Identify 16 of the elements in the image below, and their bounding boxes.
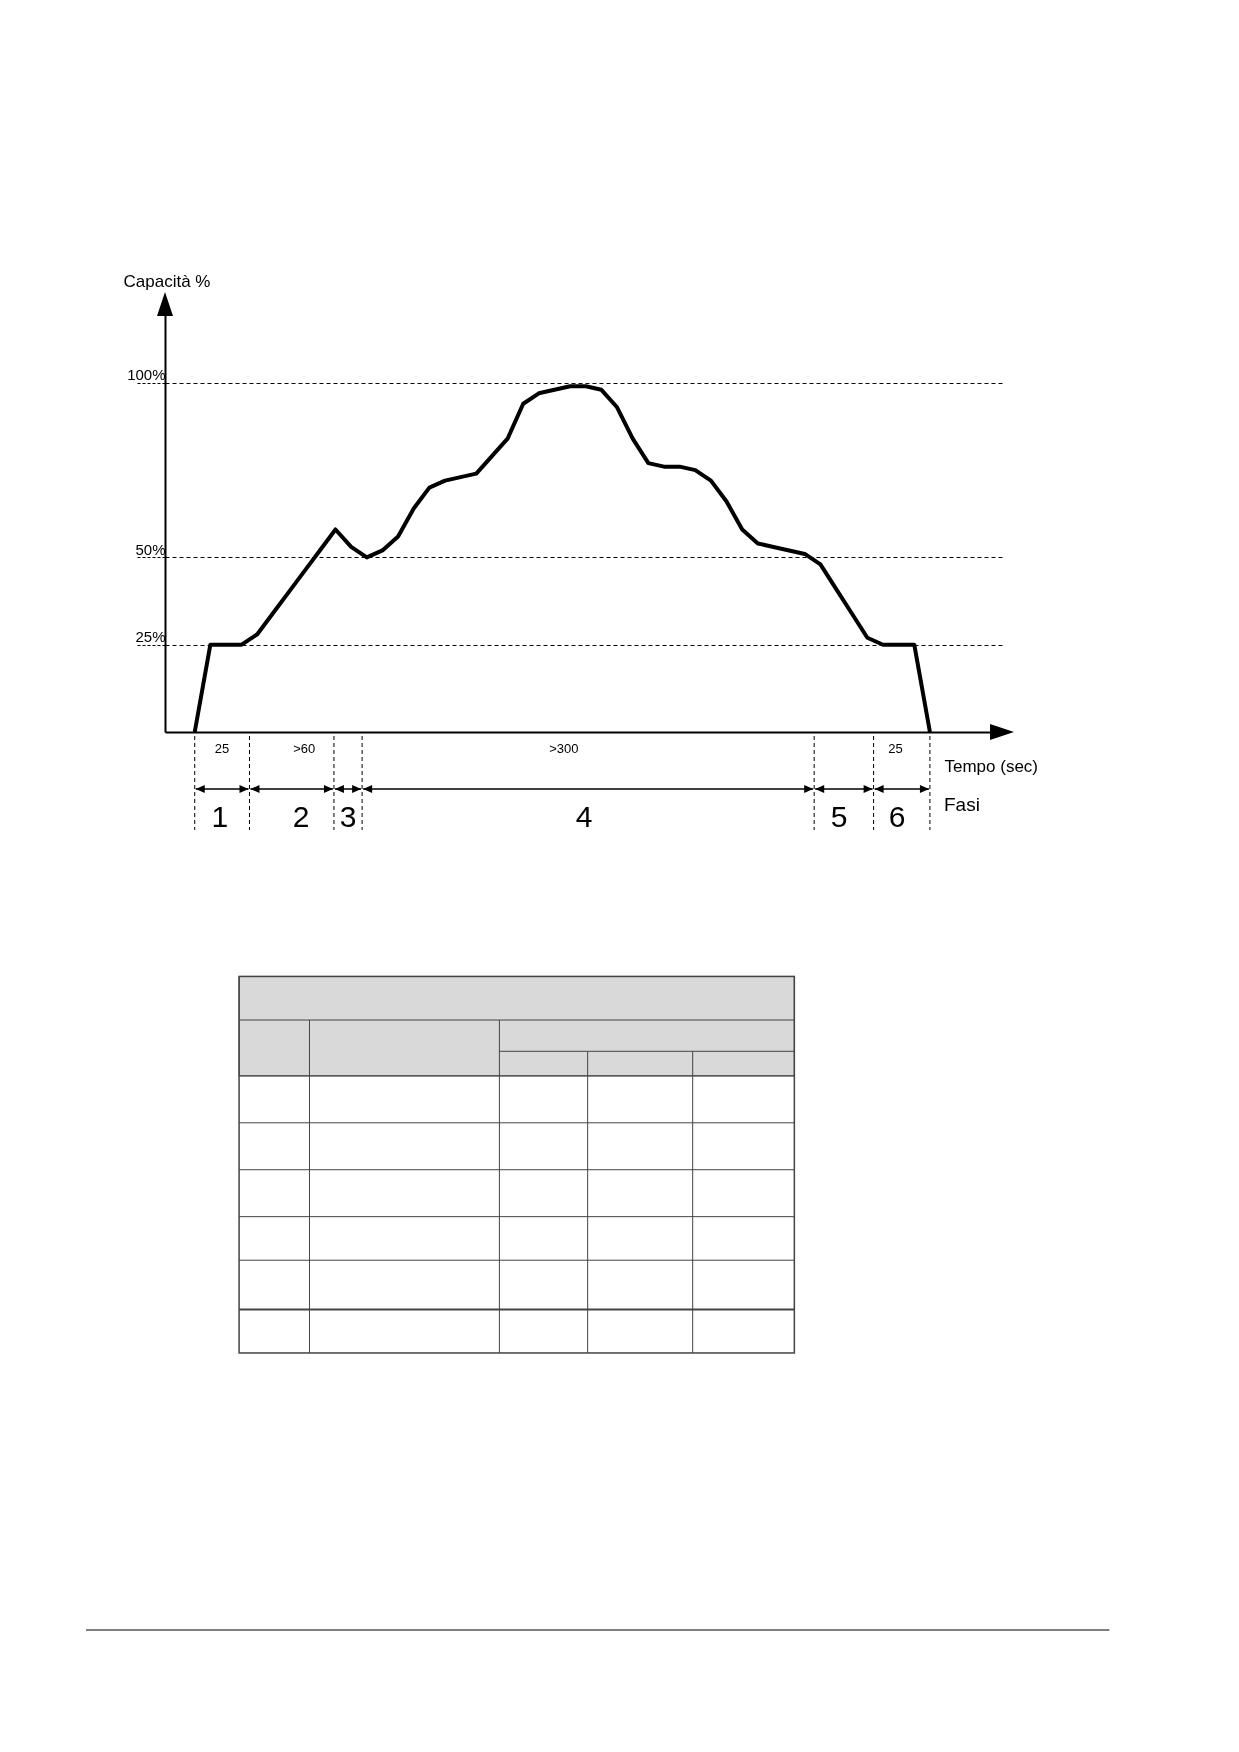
text: 1 [211,800,229,834]
text: 4 [575,800,593,834]
y-axis-title: Capacità % [123,271,211,291]
y-tick-label: 25% [135,628,166,646]
text: Fasi [944,794,980,816]
text: 6 [888,800,906,834]
text: 3 [339,800,357,834]
text: >60 [293,740,316,756]
y-tick-label: 50% [135,540,166,558]
text: 2 [292,800,310,834]
text: 5 [830,800,848,834]
text: >300 [549,740,579,756]
text: 25 [888,740,903,756]
x-axis-title: Tempo (sec) [944,756,1039,776]
text: 25 [214,740,230,756]
y-tick-label: 100% [127,366,166,384]
